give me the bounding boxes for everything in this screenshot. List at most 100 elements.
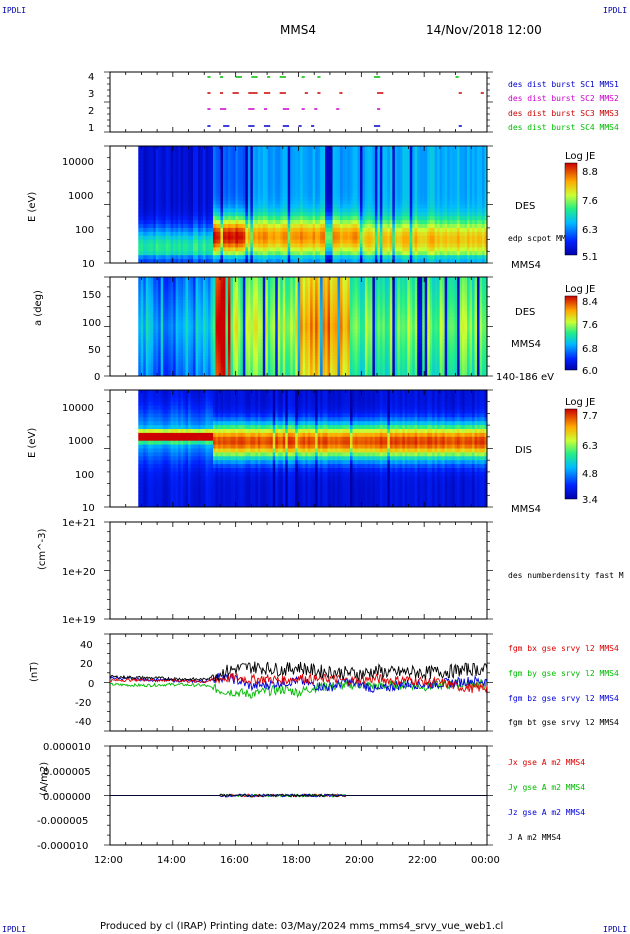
des-energy-cell — [210, 216, 214, 221]
des-energy-cell — [240, 255, 244, 260]
des-energy-cell — [325, 208, 328, 213]
des-energy-cell — [173, 157, 177, 162]
des-energy-cell — [449, 188, 453, 194]
des-energy-cell — [190, 220, 194, 225]
des-energy-cell — [295, 165, 299, 170]
des-energy-cell — [367, 161, 371, 166]
des-energy-cell — [140, 259, 144, 264]
des-energy-cell — [330, 212, 333, 217]
des-energy-cell — [412, 177, 416, 182]
des-energy-cell — [285, 212, 289, 217]
des-energy-cell — [457, 149, 460, 155]
des-pitch-cell — [183, 369, 186, 374]
des-energy-cell — [267, 227, 271, 233]
des-energy-cell — [382, 196, 386, 201]
des-energy-cell — [432, 169, 436, 174]
des-energy-cell — [188, 161, 191, 166]
des-energy-cell — [407, 255, 411, 260]
des-energy-cell — [439, 243, 443, 248]
des-energy-cell — [464, 185, 468, 190]
des-energy-cell — [155, 161, 159, 166]
des-energy-cell — [462, 196, 465, 201]
des-energy-cell — [310, 251, 314, 256]
des-energy-cell — [350, 259, 353, 264]
des-energy-cell — [409, 247, 413, 252]
des-pitch-cell — [173, 339, 177, 344]
des-energy-cell — [364, 259, 368, 264]
des-energy-cell — [260, 177, 264, 182]
des-energy-cell — [429, 259, 433, 264]
des-energy-cell — [464, 220, 468, 225]
des-energy-cell — [407, 153, 411, 159]
des-energy-cell — [153, 146, 157, 151]
des-pitch-cell — [143, 326, 147, 331]
des-energy-cell — [138, 251, 142, 256]
des-energy-cell — [237, 235, 241, 240]
des-energy-cell — [282, 165, 286, 170]
des-energy-cell — [275, 165, 279, 170]
des-energy-cell — [389, 157, 393, 162]
des-energy-cell — [479, 208, 483, 213]
des-energy-cell — [377, 208, 381, 213]
des-energy-cell — [387, 165, 391, 170]
des-energy-cell — [422, 212, 426, 217]
des-energy-cell — [240, 146, 244, 151]
des-pitch-cell — [178, 349, 182, 354]
des-pitch-cell — [153, 306, 157, 311]
des-energy-cell — [302, 243, 306, 248]
des-energy-cell — [417, 185, 421, 190]
des-energy-cell — [250, 224, 254, 229]
des-pitch-cell — [163, 316, 167, 321]
des-energy-cell — [350, 146, 353, 151]
des-energy-cell — [302, 224, 306, 229]
des-energy-cell — [449, 192, 453, 198]
des-energy-cell — [290, 188, 294, 194]
des-energy-cell — [310, 208, 314, 213]
des-energy-cell — [213, 185, 216, 190]
des-energy-cell — [315, 146, 319, 151]
des-energy-cell — [153, 231, 157, 237]
des-energy-cell — [424, 169, 428, 174]
des-pitch-cell — [158, 313, 162, 317]
des-energy-cell — [417, 224, 421, 229]
des-energy-cell — [447, 204, 451, 209]
des-energy-cell — [220, 255, 224, 260]
des-energy-cell — [377, 185, 381, 190]
des-pitch-cell — [175, 366, 179, 370]
des-energy-cell — [185, 196, 189, 201]
des-energy-cell — [155, 212, 159, 217]
des-energy-cell — [158, 224, 162, 229]
des-energy-cell — [220, 177, 224, 182]
des-energy-cell — [200, 149, 204, 155]
des-energy-cell — [432, 146, 436, 151]
des-energy-cell — [377, 247, 381, 252]
des-energy-cell — [305, 247, 309, 252]
des-energy-cell — [459, 192, 463, 198]
des-pitch-cell — [185, 316, 189, 321]
des-energy-cell — [270, 196, 274, 201]
des-energy-cell — [260, 169, 264, 174]
des-energy-cell — [325, 259, 328, 264]
des-energy-cell — [260, 224, 264, 229]
des-energy-cell — [357, 188, 361, 194]
des-energy-cell — [190, 251, 194, 256]
des-energy-cell — [464, 239, 468, 244]
des-energy-cell — [389, 165, 393, 170]
des-energy-cell — [277, 165, 281, 170]
des-energy-cell — [347, 185, 351, 190]
des-energy-cell — [295, 247, 299, 252]
des-energy-cell — [307, 251, 311, 256]
des-energy-cell — [429, 196, 433, 201]
des-energy-cell — [300, 251, 304, 256]
panel-des-pitch: 150 100 50 0 a (deg) DES MMS4 140-186 eV… — [33, 276, 598, 383]
des-energy-cell — [280, 235, 284, 240]
des-energy-cell — [459, 146, 463, 151]
des-energy-cell — [459, 153, 463, 159]
des-energy-cell — [369, 185, 373, 190]
des-energy-cell — [205, 196, 209, 201]
des-energy-cell — [452, 204, 456, 209]
des-energy-cell — [347, 247, 351, 252]
des-energy-cell — [145, 235, 149, 240]
des-energy-cell — [467, 173, 470, 178]
des-energy-cell — [462, 173, 465, 178]
